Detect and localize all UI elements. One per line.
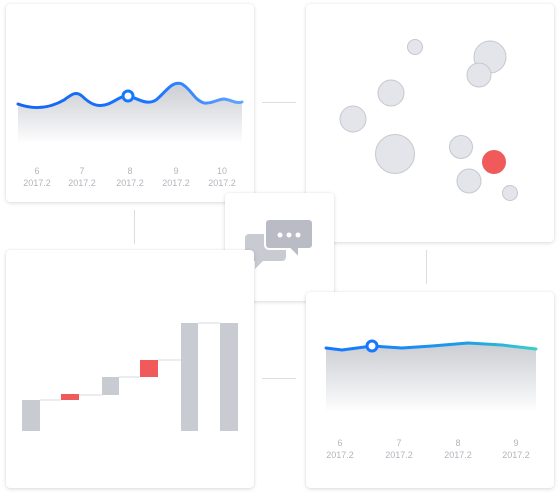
bubble bbox=[407, 39, 423, 55]
x-tick: 10 2017.2 bbox=[208, 166, 236, 188]
x-tick: 7 2017.2 bbox=[385, 438, 413, 460]
data-point-highlight[interactable] bbox=[121, 89, 135, 103]
waterfall-bar bbox=[22, 400, 40, 431]
waterfall-bar bbox=[102, 377, 119, 395]
series-line bbox=[324, 341, 538, 352]
bubble bbox=[377, 79, 405, 107]
x-tick: 8 2017.2 bbox=[444, 438, 472, 460]
waterfall-chart bbox=[22, 322, 238, 431]
line-chart-card-bottom-right: 6 2017.2 7 2017.2 8 2017.2 9 2017.2 bbox=[306, 292, 554, 488]
line-chart-card-top-left: 6 2017.2 7 2017.2 8 2017.2 9 2017.2 10 2017.2 bbox=[6, 4, 254, 202]
area-fill bbox=[18, 83, 242, 144]
waterfall-bar-negative bbox=[140, 360, 158, 377]
bubble-chart-card bbox=[306, 4, 554, 242]
series-line bbox=[16, 81, 244, 109]
connector-top bbox=[262, 102, 296, 103]
connector-left bbox=[134, 210, 135, 244]
x-tick: 8 2017.2 bbox=[116, 166, 144, 188]
waterfall-chart-card bbox=[6, 250, 254, 488]
data-point-highlight[interactable] bbox=[365, 339, 379, 353]
bubble-chart bbox=[339, 39, 518, 201]
line-chart-top-left bbox=[16, 81, 244, 144]
connector-bottom bbox=[262, 378, 296, 379]
x-tick: 9 2017.2 bbox=[162, 166, 190, 188]
bubble bbox=[502, 185, 518, 201]
waterfall-bar-total bbox=[220, 323, 238, 431]
bubble bbox=[339, 105, 367, 133]
waterfall-bar-total bbox=[181, 323, 198, 431]
bubble bbox=[449, 135, 473, 159]
x-tick: 6 2017.2 bbox=[326, 438, 354, 460]
bubble bbox=[466, 62, 492, 88]
bubble bbox=[375, 134, 415, 174]
x-tick: 7 2017.2 bbox=[68, 166, 96, 188]
connector-right bbox=[426, 250, 427, 284]
waterfall-bar-negative bbox=[61, 394, 79, 400]
chat-bubbles-icon bbox=[245, 218, 314, 269]
bubble-highlight bbox=[482, 150, 506, 174]
area-fill bbox=[326, 343, 536, 412]
bubble bbox=[456, 168, 482, 194]
center-icon-card[interactable] bbox=[225, 193, 334, 301]
x-tick: 6 2017.2 bbox=[23, 166, 51, 188]
x-tick: 9 2017.2 bbox=[502, 438, 530, 460]
line-chart-bottom-right bbox=[324, 339, 538, 412]
